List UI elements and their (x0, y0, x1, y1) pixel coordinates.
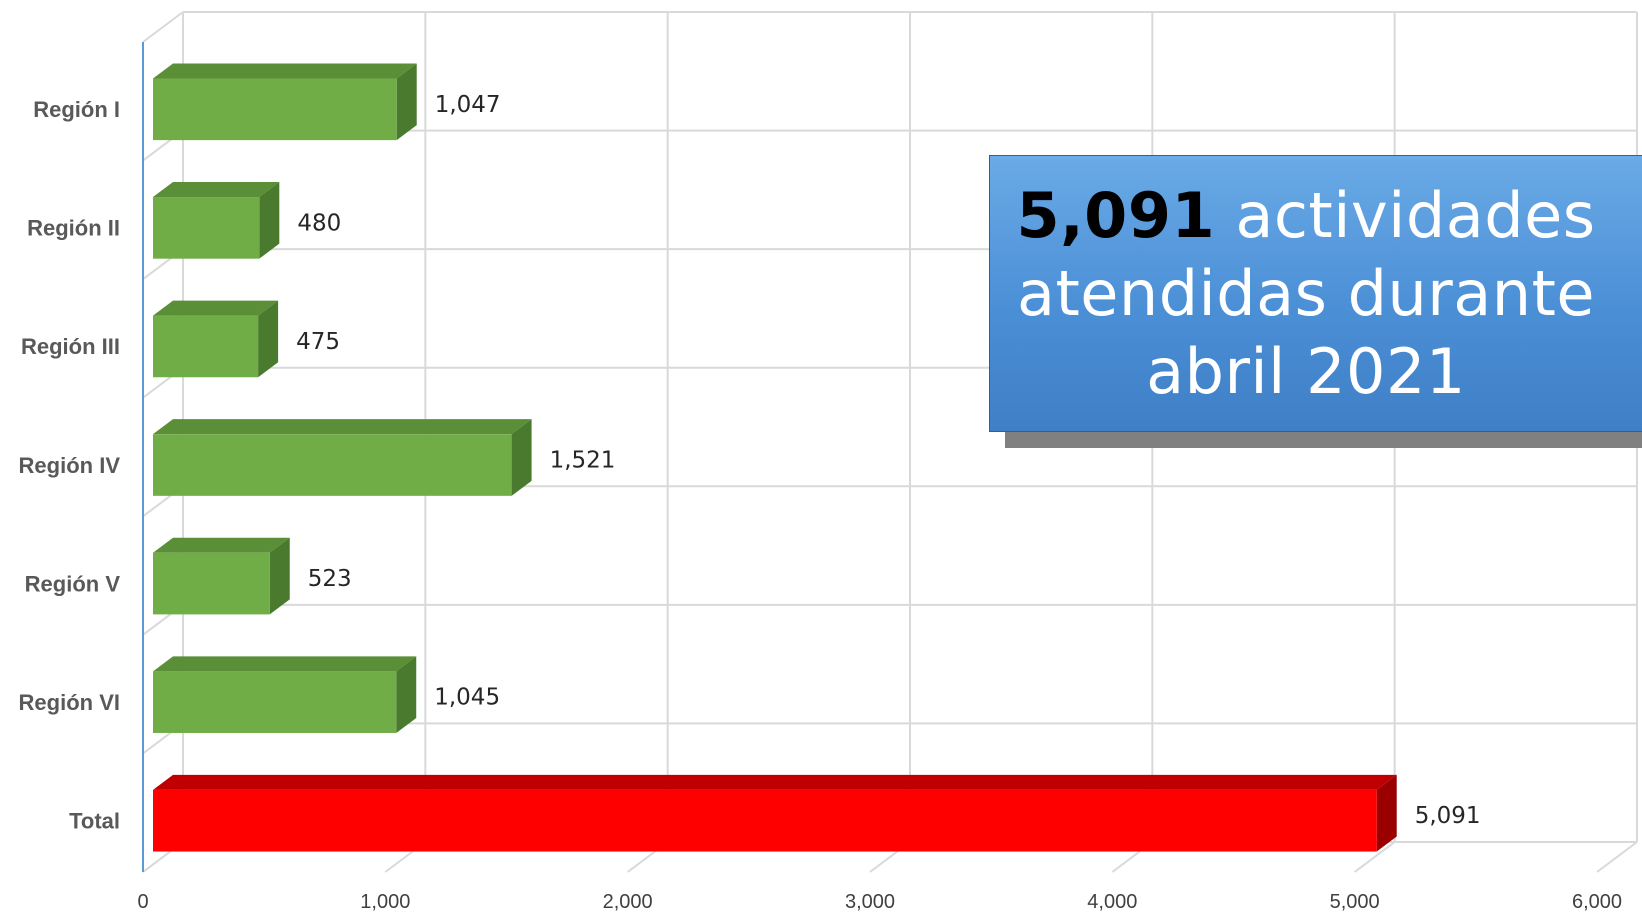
bar-top-face (153, 419, 532, 435)
data-label: 480 (297, 210, 341, 236)
x-tick-label: 5,000 (1330, 891, 1380, 913)
x-tick-label: 6,000 (1572, 891, 1622, 913)
category-label: Región V (25, 571, 121, 596)
bar (153, 537, 290, 615)
gridline-side (142, 11, 184, 43)
bar-front-face (153, 78, 397, 141)
category-label: Total (69, 809, 120, 834)
callout-text: 5,091 actividades atendidas durante abri… (990, 177, 1622, 411)
x-tick-label: 2,000 (603, 891, 653, 913)
data-label: 523 (308, 566, 352, 592)
category-label: Región VI (19, 690, 120, 715)
bar-side-face (396, 656, 417, 733)
category-label: Región I (33, 97, 120, 122)
bar-top-face (153, 537, 290, 553)
bar-front-face (153, 315, 259, 378)
data-label: 475 (296, 329, 340, 355)
bar-front-face (153, 671, 397, 733)
summary-callout: 5,091 actividades atendidas durante abri… (989, 155, 1642, 432)
bar-side-face (511, 419, 532, 496)
data-label: 1,045 (434, 685, 500, 711)
bar (153, 419, 532, 496)
data-label: 1,521 (550, 448, 616, 474)
gridline-floor (1354, 841, 1396, 873)
bar-front-face (153, 434, 512, 496)
gridline-floor (1596, 841, 1638, 873)
bar (153, 656, 417, 733)
bar (153, 63, 417, 141)
callout-description: actividades atendidas durante abril 2021 (1016, 178, 1596, 408)
bar-top-face (153, 300, 279, 316)
x-tick-label: 3,000 (845, 891, 895, 913)
x-tick-label: 1,000 (360, 891, 410, 913)
x-tick-label: 0 (137, 891, 148, 913)
bar-top-face (153, 774, 1397, 790)
callout-number: 5,091 (1016, 178, 1216, 252)
bar-front-face (153, 197, 260, 259)
category-label: Región II (27, 216, 120, 241)
bar-front-face (153, 789, 1377, 852)
bar-top-face (153, 63, 417, 79)
bar-side-face (269, 537, 290, 615)
category-label: Región III (21, 334, 120, 359)
bar-side-face (259, 182, 280, 259)
bar-side-face (396, 63, 417, 141)
bar-side-face (1376, 774, 1397, 852)
bar-top-face (153, 182, 280, 198)
bar-front-face (153, 552, 270, 615)
category-label: Región IV (19, 453, 121, 478)
bar (153, 300, 279, 378)
bar (153, 182, 280, 259)
data-label: 1,047 (435, 92, 501, 118)
bar-top-face (153, 656, 417, 672)
data-label: 5,091 (1415, 803, 1481, 829)
bar-total (153, 774, 1397, 852)
bar-side-face (258, 300, 279, 378)
x-tick-label: 4,000 (1087, 891, 1137, 913)
